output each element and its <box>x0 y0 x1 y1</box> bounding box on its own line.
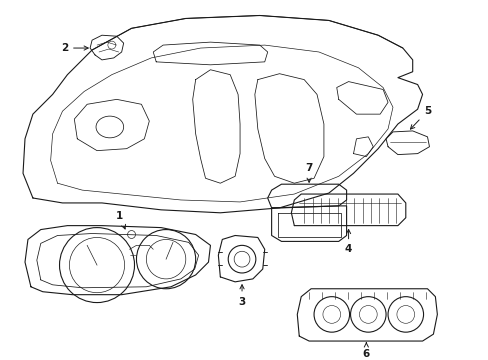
Text: 7: 7 <box>305 163 312 182</box>
Text: 2: 2 <box>61 43 88 53</box>
Text: 6: 6 <box>362 343 369 359</box>
Text: 4: 4 <box>344 229 351 254</box>
Text: 5: 5 <box>409 106 430 129</box>
Text: 1: 1 <box>116 211 125 229</box>
Text: 3: 3 <box>238 285 245 307</box>
